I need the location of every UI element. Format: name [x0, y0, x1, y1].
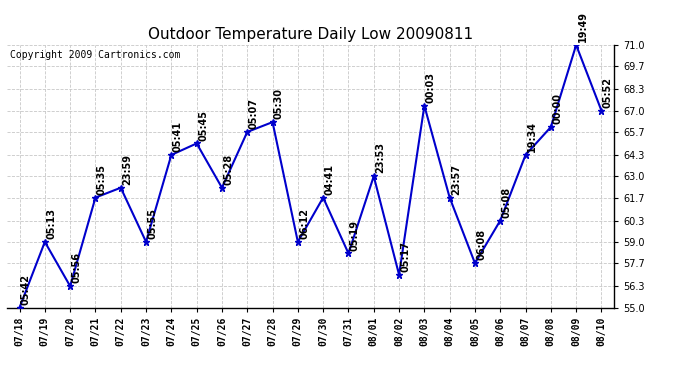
Text: 23:57: 23:57 [451, 164, 461, 195]
Text: 05:35: 05:35 [97, 164, 107, 195]
Text: 06:12: 06:12 [299, 208, 309, 239]
Title: Outdoor Temperature Daily Low 20090811: Outdoor Temperature Daily Low 20090811 [148, 27, 473, 42]
Text: 23:59: 23:59 [122, 154, 132, 185]
Text: 06:08: 06:08 [476, 229, 486, 260]
Text: 05:28: 05:28 [224, 154, 233, 185]
Text: 04:41: 04:41 [324, 164, 335, 195]
Text: 05:17: 05:17 [400, 241, 411, 272]
Text: 05:56: 05:56 [72, 252, 81, 284]
Text: 05:52: 05:52 [603, 77, 613, 108]
Text: 05:08: 05:08 [502, 187, 512, 218]
Text: 00:03: 00:03 [426, 72, 436, 103]
Text: 05:45: 05:45 [198, 110, 208, 141]
Text: 05:13: 05:13 [46, 208, 57, 239]
Text: 05:30: 05:30 [274, 88, 284, 119]
Text: 23:53: 23:53 [375, 142, 385, 174]
Text: 00:00: 00:00 [552, 93, 562, 124]
Text: 05:41: 05:41 [172, 121, 183, 152]
Text: 19:34: 19:34 [527, 121, 537, 152]
Text: 05:07: 05:07 [248, 98, 259, 129]
Text: 19:49: 19:49 [578, 11, 588, 42]
Text: 05:19: 05:19 [350, 220, 360, 251]
Text: 05:42: 05:42 [21, 274, 31, 305]
Text: Copyright 2009 Cartronics.com: Copyright 2009 Cartronics.com [10, 50, 180, 60]
Text: 05:55: 05:55 [148, 208, 157, 239]
